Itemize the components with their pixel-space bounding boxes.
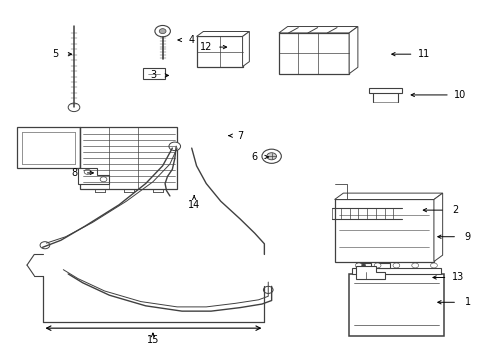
Circle shape	[355, 263, 362, 268]
Text: 13: 13	[452, 273, 465, 283]
Text: 3: 3	[150, 71, 156, 80]
Circle shape	[431, 263, 437, 268]
Polygon shape	[80, 127, 177, 189]
Circle shape	[412, 263, 418, 268]
Polygon shape	[434, 193, 442, 261]
Polygon shape	[356, 263, 371, 267]
Text: 5: 5	[52, 49, 58, 59]
Polygon shape	[335, 199, 434, 261]
Polygon shape	[352, 267, 441, 274]
Text: 8: 8	[71, 168, 77, 178]
Polygon shape	[349, 27, 358, 74]
Circle shape	[267, 153, 276, 160]
Polygon shape	[335, 193, 442, 199]
Circle shape	[159, 29, 166, 33]
Polygon shape	[279, 33, 349, 74]
Circle shape	[155, 26, 171, 37]
Polygon shape	[17, 127, 80, 168]
Polygon shape	[279, 27, 358, 33]
Polygon shape	[243, 31, 249, 67]
Polygon shape	[378, 263, 391, 267]
Text: 4: 4	[189, 35, 195, 45]
Text: 15: 15	[147, 335, 159, 345]
Circle shape	[40, 242, 50, 249]
Circle shape	[262, 149, 281, 163]
Polygon shape	[196, 36, 243, 67]
Circle shape	[100, 177, 107, 182]
Text: 9: 9	[465, 232, 471, 242]
Circle shape	[264, 286, 273, 293]
Circle shape	[374, 263, 381, 268]
Text: 7: 7	[237, 131, 243, 141]
Polygon shape	[78, 168, 109, 184]
Text: 1: 1	[465, 297, 471, 307]
Polygon shape	[368, 88, 402, 93]
Circle shape	[169, 142, 181, 150]
Circle shape	[68, 103, 80, 112]
Polygon shape	[143, 68, 165, 79]
Polygon shape	[349, 274, 443, 336]
Text: 10: 10	[454, 90, 466, 100]
Circle shape	[362, 264, 366, 267]
Circle shape	[393, 263, 400, 268]
Text: 14: 14	[188, 200, 200, 210]
Text: 12: 12	[200, 42, 213, 52]
Polygon shape	[196, 31, 249, 36]
Text: 11: 11	[418, 49, 430, 59]
Circle shape	[84, 169, 91, 174]
Polygon shape	[356, 266, 386, 279]
Text: 2: 2	[453, 205, 459, 215]
Text: 6: 6	[252, 152, 258, 162]
